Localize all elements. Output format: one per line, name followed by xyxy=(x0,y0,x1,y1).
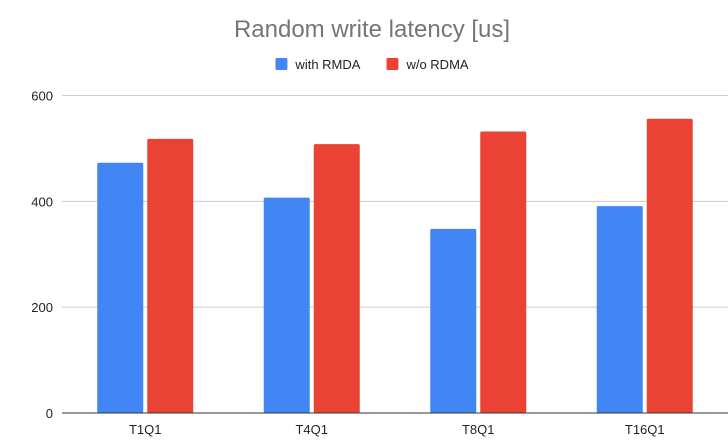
y-tick-label: 0 xyxy=(46,406,53,421)
legend: with RMDA w/o RDMA xyxy=(275,57,469,72)
y-axis: 0 200 400 600 xyxy=(31,89,53,422)
bar-T16Q1-w-o-rdma xyxy=(646,118,693,414)
x-tick-label: T1Q1 xyxy=(129,422,162,437)
bar-T4Q1-w-o-rdma xyxy=(313,144,360,413)
legend-item-2: w/o RDMA xyxy=(386,57,469,72)
x-axis: T1Q1 T4Q1 T8Q1 T16Q1 xyxy=(129,422,665,437)
bars xyxy=(97,118,693,414)
bar-T1Q1-w-o-rdma xyxy=(147,138,194,413)
legend-item-1: with RMDA xyxy=(275,57,361,72)
bar-T16Q1-with-rmda xyxy=(596,206,643,413)
bar-T8Q1-with-rmda xyxy=(430,228,477,413)
bar-T4Q1-with-rmda xyxy=(263,197,310,413)
x-tick-label: T16Q1 xyxy=(625,422,665,437)
chart-title: Random write latency [us] xyxy=(234,16,510,43)
y-tick-label: 600 xyxy=(31,89,53,104)
x-tick-label: T4Q1 xyxy=(295,422,328,437)
x-tick-label: T8Q1 xyxy=(462,422,495,437)
legend-swatch xyxy=(275,58,288,70)
legend-swatch xyxy=(386,58,399,70)
legend-label: with RMDA xyxy=(294,57,360,72)
bar-T1Q1-with-rmda xyxy=(97,162,144,413)
legend-label: w/o RDMA xyxy=(405,57,468,72)
y-tick-label: 200 xyxy=(31,300,53,315)
bar-T8Q1-w-o-rdma xyxy=(480,131,527,413)
y-tick-label: 400 xyxy=(31,194,53,209)
